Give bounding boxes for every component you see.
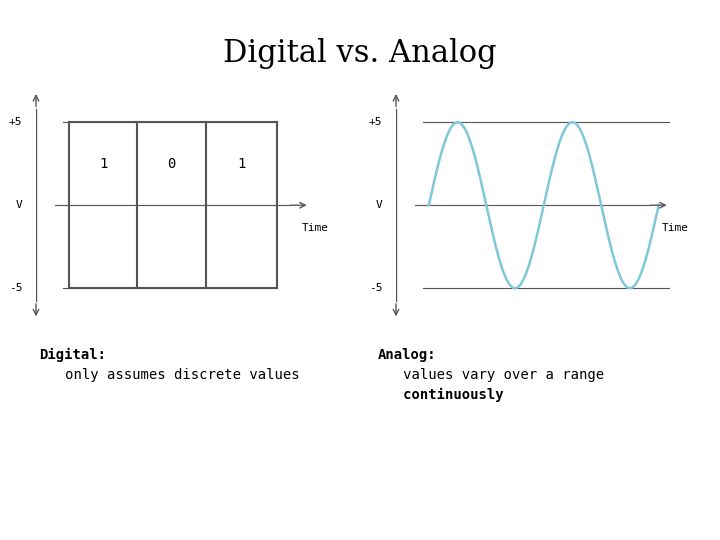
Text: values vary over a range: values vary over a range — [378, 368, 604, 382]
Text: Digital:: Digital: — [40, 348, 107, 362]
Text: V: V — [376, 200, 382, 210]
Text: Time: Time — [302, 224, 328, 233]
Text: Analog:: Analog: — [378, 348, 436, 362]
Text: -5: -5 — [369, 283, 382, 293]
Text: +5: +5 — [9, 117, 22, 127]
Text: 1: 1 — [99, 157, 107, 171]
Text: 0: 0 — [167, 157, 176, 171]
Text: Time: Time — [662, 224, 688, 233]
Text: continuously: continuously — [378, 388, 503, 402]
Text: 1: 1 — [237, 157, 246, 171]
Text: -5: -5 — [9, 283, 22, 293]
Text: V: V — [16, 200, 22, 210]
Text: only assumes discrete values: only assumes discrete values — [40, 368, 300, 382]
Text: Digital vs. Analog: Digital vs. Analog — [223, 38, 497, 69]
Text: +5: +5 — [369, 117, 382, 127]
